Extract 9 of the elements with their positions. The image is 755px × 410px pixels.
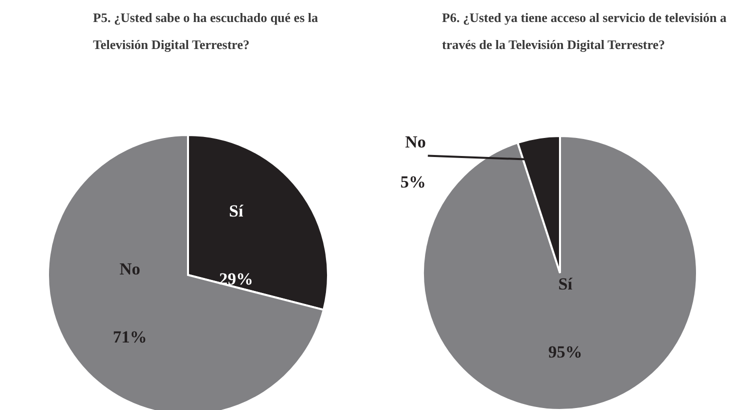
data-label: 95% [548,342,582,362]
data-label: 5% [400,172,426,192]
data-label: 71% [112,328,147,347]
slice-label: No [405,132,426,152]
chart-title: P5. ¿Usted sabe o ha escuchado qué es la Televisión Digital Terrestre? [93,9,319,54]
slice-label: No [120,260,140,279]
chart-title: P6. ¿Usted ya tiene acceso al servicio de televisión a través de la Televisión Digital Terrestre? [442,9,728,54]
slice-label: Sí [558,274,573,294]
slice-label: Sí [229,201,244,220]
